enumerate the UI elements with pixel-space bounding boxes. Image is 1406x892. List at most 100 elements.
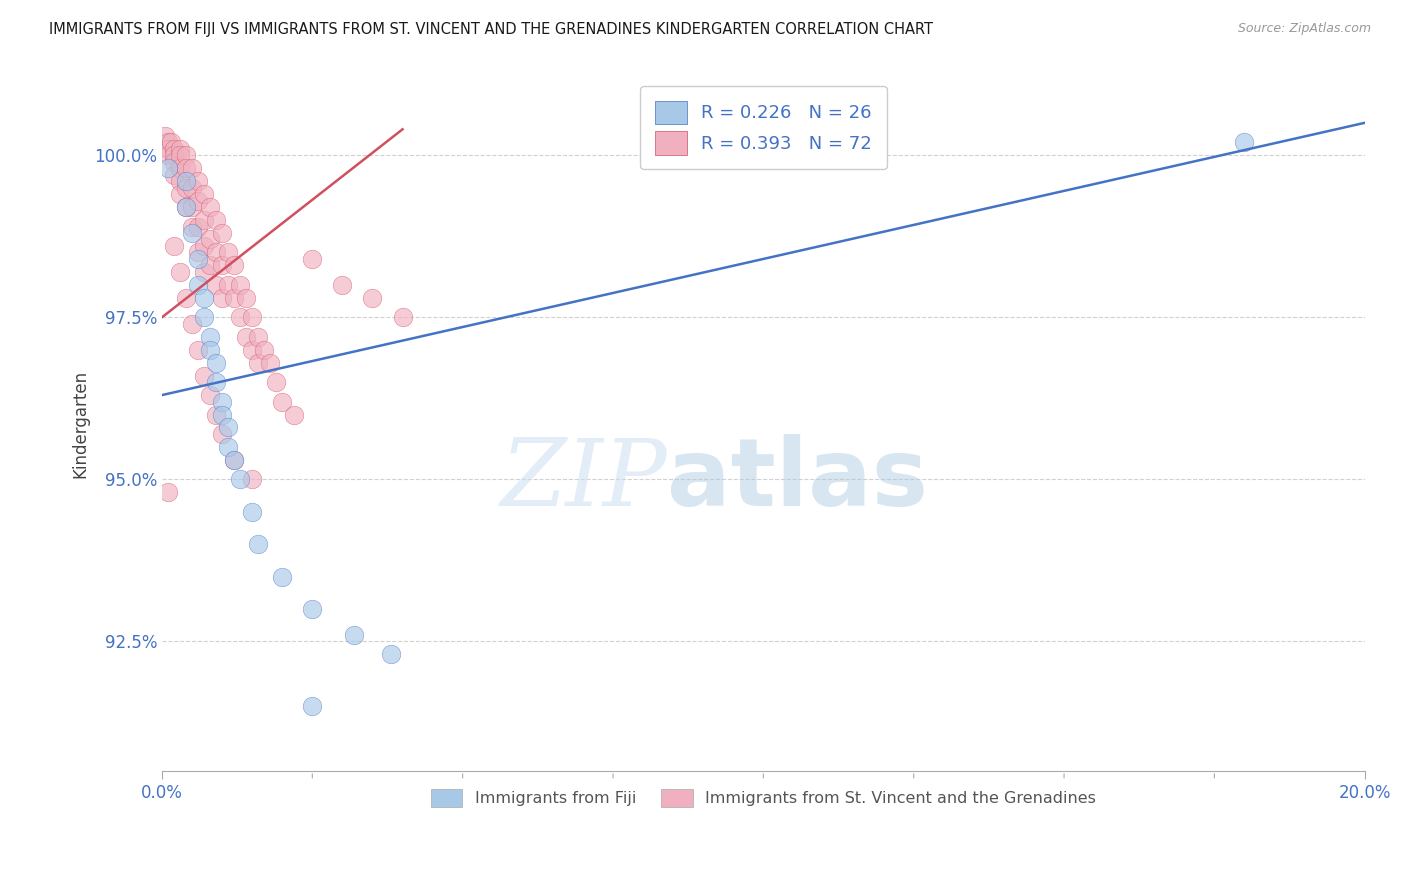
Point xyxy=(156,485,179,500)
Point xyxy=(211,259,233,273)
Point xyxy=(174,174,197,188)
Point xyxy=(181,180,204,194)
Point xyxy=(198,259,221,273)
Point xyxy=(211,394,233,409)
Point xyxy=(193,239,215,253)
Point xyxy=(169,148,191,162)
Point xyxy=(187,219,209,234)
Point xyxy=(181,226,204,240)
Text: atlas: atlas xyxy=(668,434,928,525)
Point xyxy=(198,329,221,343)
Point xyxy=(217,277,239,292)
Point xyxy=(224,453,246,467)
Point xyxy=(205,375,228,389)
Point xyxy=(264,375,287,389)
Point xyxy=(163,148,186,162)
Point xyxy=(205,356,228,370)
Point xyxy=(156,135,179,149)
Point xyxy=(240,472,263,486)
Point xyxy=(253,343,276,357)
Point xyxy=(259,356,281,370)
Point xyxy=(343,628,366,642)
Point xyxy=(271,394,294,409)
Point xyxy=(205,245,228,260)
Point xyxy=(169,161,191,176)
Point xyxy=(163,239,186,253)
Point xyxy=(229,472,252,486)
Point xyxy=(187,343,209,357)
Point xyxy=(193,265,215,279)
Point xyxy=(205,277,228,292)
Point xyxy=(174,180,197,194)
Point xyxy=(205,213,228,227)
Point xyxy=(187,277,209,292)
Point xyxy=(361,291,384,305)
Point xyxy=(174,291,197,305)
Point xyxy=(169,187,191,202)
Point xyxy=(193,213,215,227)
Point xyxy=(1233,135,1256,149)
Point xyxy=(181,161,204,176)
Point xyxy=(169,142,191,156)
Point xyxy=(153,128,176,143)
Point xyxy=(332,277,354,292)
Point xyxy=(380,648,402,662)
Point xyxy=(240,505,263,519)
Point xyxy=(205,408,228,422)
Point xyxy=(169,265,191,279)
Point xyxy=(198,388,221,402)
Point xyxy=(301,602,323,616)
Point xyxy=(198,343,221,357)
Point xyxy=(247,329,270,343)
Point xyxy=(217,420,239,434)
Point xyxy=(211,291,233,305)
Point xyxy=(247,356,270,370)
Point xyxy=(156,142,179,156)
Point xyxy=(217,245,239,260)
Point xyxy=(240,343,263,357)
Text: ZIP: ZIP xyxy=(501,434,668,524)
Point xyxy=(193,291,215,305)
Text: IMMIGRANTS FROM FIJI VS IMMIGRANTS FROM ST. VINCENT AND THE GRENADINES KINDERGAR: IMMIGRANTS FROM FIJI VS IMMIGRANTS FROM … xyxy=(49,22,934,37)
Point xyxy=(187,194,209,208)
Point xyxy=(391,310,413,325)
Point xyxy=(193,310,215,325)
Point xyxy=(193,368,215,383)
Point xyxy=(229,310,252,325)
Point xyxy=(247,537,270,551)
Point xyxy=(181,317,204,331)
Point xyxy=(235,291,257,305)
Point xyxy=(174,200,197,214)
Point xyxy=(211,408,233,422)
Point xyxy=(174,148,197,162)
Point xyxy=(240,310,263,325)
Point xyxy=(211,427,233,442)
Point xyxy=(187,174,209,188)
Point xyxy=(211,226,233,240)
Point xyxy=(301,699,323,714)
Point xyxy=(163,168,186,182)
Point xyxy=(156,161,179,176)
Point xyxy=(217,440,239,454)
Point xyxy=(169,174,191,188)
Point xyxy=(156,148,179,162)
Point xyxy=(271,569,294,583)
Point xyxy=(198,200,221,214)
Point xyxy=(198,232,221,246)
Point xyxy=(187,252,209,266)
Legend: Immigrants from Fiji, Immigrants from St. Vincent and the Grenadines: Immigrants from Fiji, Immigrants from St… xyxy=(423,780,1104,815)
Point xyxy=(224,259,246,273)
Point xyxy=(283,408,305,422)
Point xyxy=(193,187,215,202)
Text: Source: ZipAtlas.com: Source: ZipAtlas.com xyxy=(1237,22,1371,36)
Point xyxy=(163,142,186,156)
Point xyxy=(187,245,209,260)
Point xyxy=(160,135,183,149)
Y-axis label: Kindergarten: Kindergarten xyxy=(72,370,89,478)
Point xyxy=(229,277,252,292)
Point xyxy=(174,200,197,214)
Point xyxy=(181,200,204,214)
Point xyxy=(224,291,246,305)
Point xyxy=(235,329,257,343)
Point xyxy=(163,154,186,169)
